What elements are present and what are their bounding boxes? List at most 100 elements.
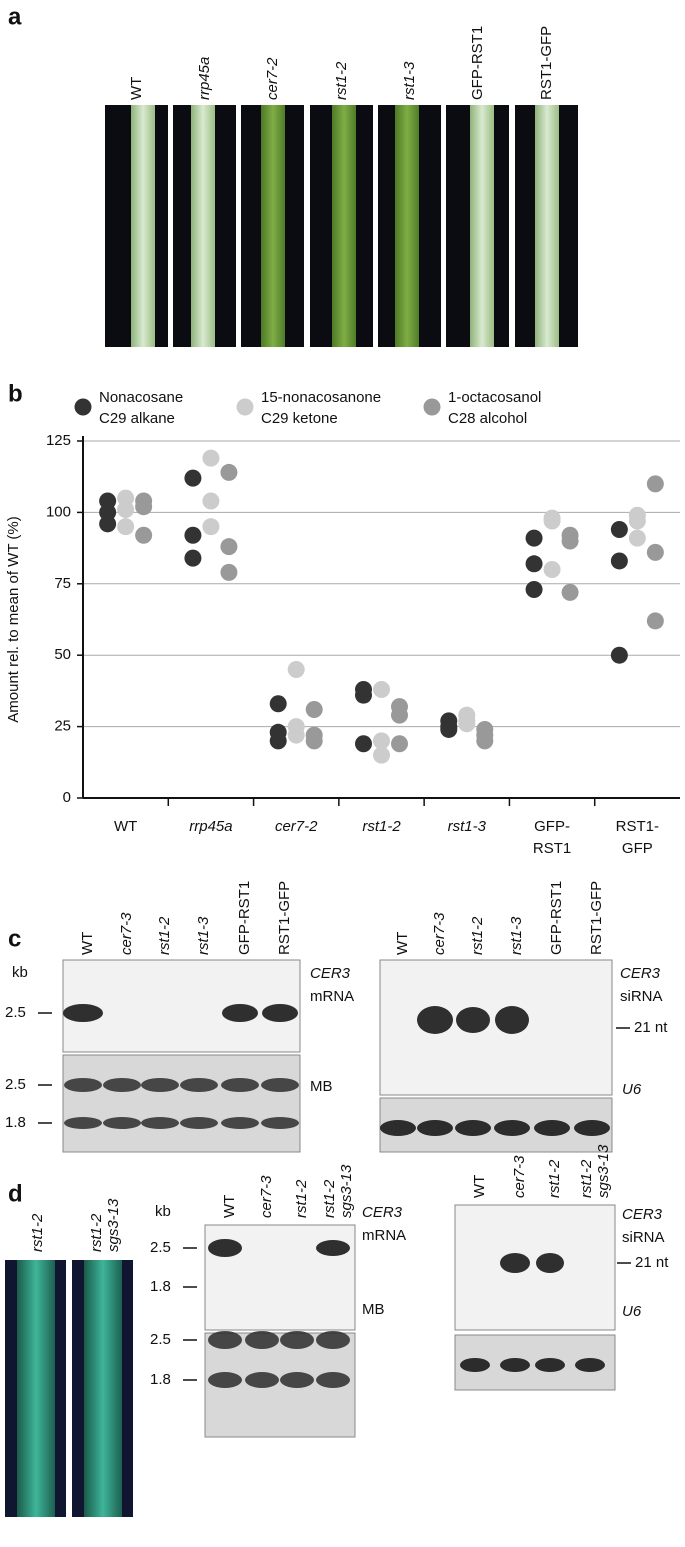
band — [460, 1358, 490, 1372]
lane-label: cer7-2 — [264, 57, 281, 100]
lane-label: sgs3-13 — [105, 1198, 122, 1252]
panel-label: a — [8, 3, 22, 30]
stem — [84, 1260, 122, 1517]
x-tick-label: rst1-2 — [362, 818, 401, 835]
size-unit: kb — [12, 964, 28, 981]
stem — [191, 105, 215, 347]
x-tick-label: RST1-GFP — [615, 818, 660, 857]
point — [440, 720, 458, 738]
band — [222, 1004, 258, 1022]
point — [202, 492, 220, 510]
loading-label: U6 — [622, 1303, 642, 1320]
band — [262, 1004, 298, 1022]
band — [455, 1120, 491, 1136]
lane-label: sgs3-13 — [338, 1164, 355, 1218]
band — [221, 1078, 259, 1092]
point — [202, 449, 220, 467]
point — [355, 735, 372, 753]
lane-label: rst1-2 — [578, 1159, 595, 1198]
point — [305, 732, 323, 750]
panel-label: b — [8, 380, 23, 407]
size-label: 2.5 — [5, 1004, 26, 1021]
band — [495, 1006, 529, 1034]
probe-label: mRNA — [310, 988, 354, 1005]
marker-label: 21 nt — [635, 1254, 669, 1271]
point — [135, 526, 153, 544]
x-tick-label: GFP-RST1 — [532, 818, 572, 857]
lane-label: WT — [471, 1175, 488, 1198]
loading-label: MB — [362, 1301, 385, 1318]
point — [458, 715, 476, 733]
lane-label: WT — [394, 932, 411, 955]
band — [208, 1331, 242, 1349]
lane-label: rst1-2 — [546, 1159, 563, 1198]
size-unit: kb — [155, 1203, 171, 1220]
point — [525, 555, 543, 573]
lane-label: cer7-3 — [431, 912, 448, 955]
lane-label: rst1-2 — [88, 1213, 105, 1252]
probe-label: CER3 — [620, 965, 661, 982]
size-label: 2.5 — [150, 1331, 171, 1348]
band — [180, 1078, 218, 1092]
point — [628, 512, 646, 530]
band — [494, 1120, 530, 1136]
y-tick-label: 75 — [54, 575, 71, 592]
legend-swatch — [423, 398, 441, 416]
lane-label: RST1-GFP — [588, 881, 605, 955]
point — [202, 518, 220, 536]
band — [221, 1117, 259, 1129]
band — [141, 1117, 179, 1129]
lane-label: RST1-GFP — [276, 881, 293, 955]
band — [261, 1117, 299, 1129]
band — [500, 1358, 530, 1372]
band — [535, 1358, 565, 1372]
point — [543, 512, 561, 530]
legend-label: Nonacosane C29 alkane — [99, 389, 184, 427]
band — [536, 1253, 564, 1273]
blot — [62, 1054, 301, 1153]
probe-label: siRNA — [622, 1229, 665, 1246]
legend-swatch — [236, 398, 254, 416]
panel-label: c — [8, 925, 21, 952]
point — [610, 646, 628, 664]
x-tick-label: cer7-2 — [274, 818, 318, 835]
point — [373, 680, 390, 698]
lane-label: rst1-2 — [469, 916, 486, 955]
probe-label: CER3 — [310, 965, 351, 982]
legend-label: 15-nonacosanone C29 ketone — [261, 389, 382, 427]
point — [646, 475, 664, 493]
stem — [17, 1260, 55, 1517]
band — [141, 1078, 179, 1092]
stem — [470, 105, 494, 347]
loading-label: U6 — [622, 1081, 642, 1098]
point — [628, 529, 646, 547]
lane-label: rst1-2 — [321, 1179, 338, 1218]
probe-label: mRNA — [362, 1227, 406, 1244]
band — [64, 1117, 102, 1129]
band — [63, 1004, 103, 1022]
lane-label: GFP-RST1 — [469, 26, 486, 100]
lane-label: rst1-3 — [508, 916, 525, 955]
band — [316, 1372, 350, 1388]
point — [287, 726, 305, 744]
size-label: 1.8 — [150, 1371, 171, 1388]
point — [373, 732, 390, 750]
y-tick-label: 25 — [54, 718, 71, 735]
point — [269, 695, 287, 713]
stem — [261, 105, 285, 347]
band — [180, 1117, 218, 1129]
point — [561, 583, 579, 601]
blot — [379, 959, 613, 1096]
band — [64, 1078, 102, 1092]
band — [500, 1253, 530, 1273]
point — [391, 735, 408, 753]
x-tick-label: rrp45a — [189, 818, 233, 835]
point — [355, 686, 372, 704]
loading-label: MB — [310, 1078, 333, 1095]
size-label: 2.5 — [150, 1239, 171, 1256]
point — [373, 746, 390, 764]
band — [208, 1372, 242, 1388]
stem — [535, 105, 559, 347]
point — [610, 521, 628, 539]
